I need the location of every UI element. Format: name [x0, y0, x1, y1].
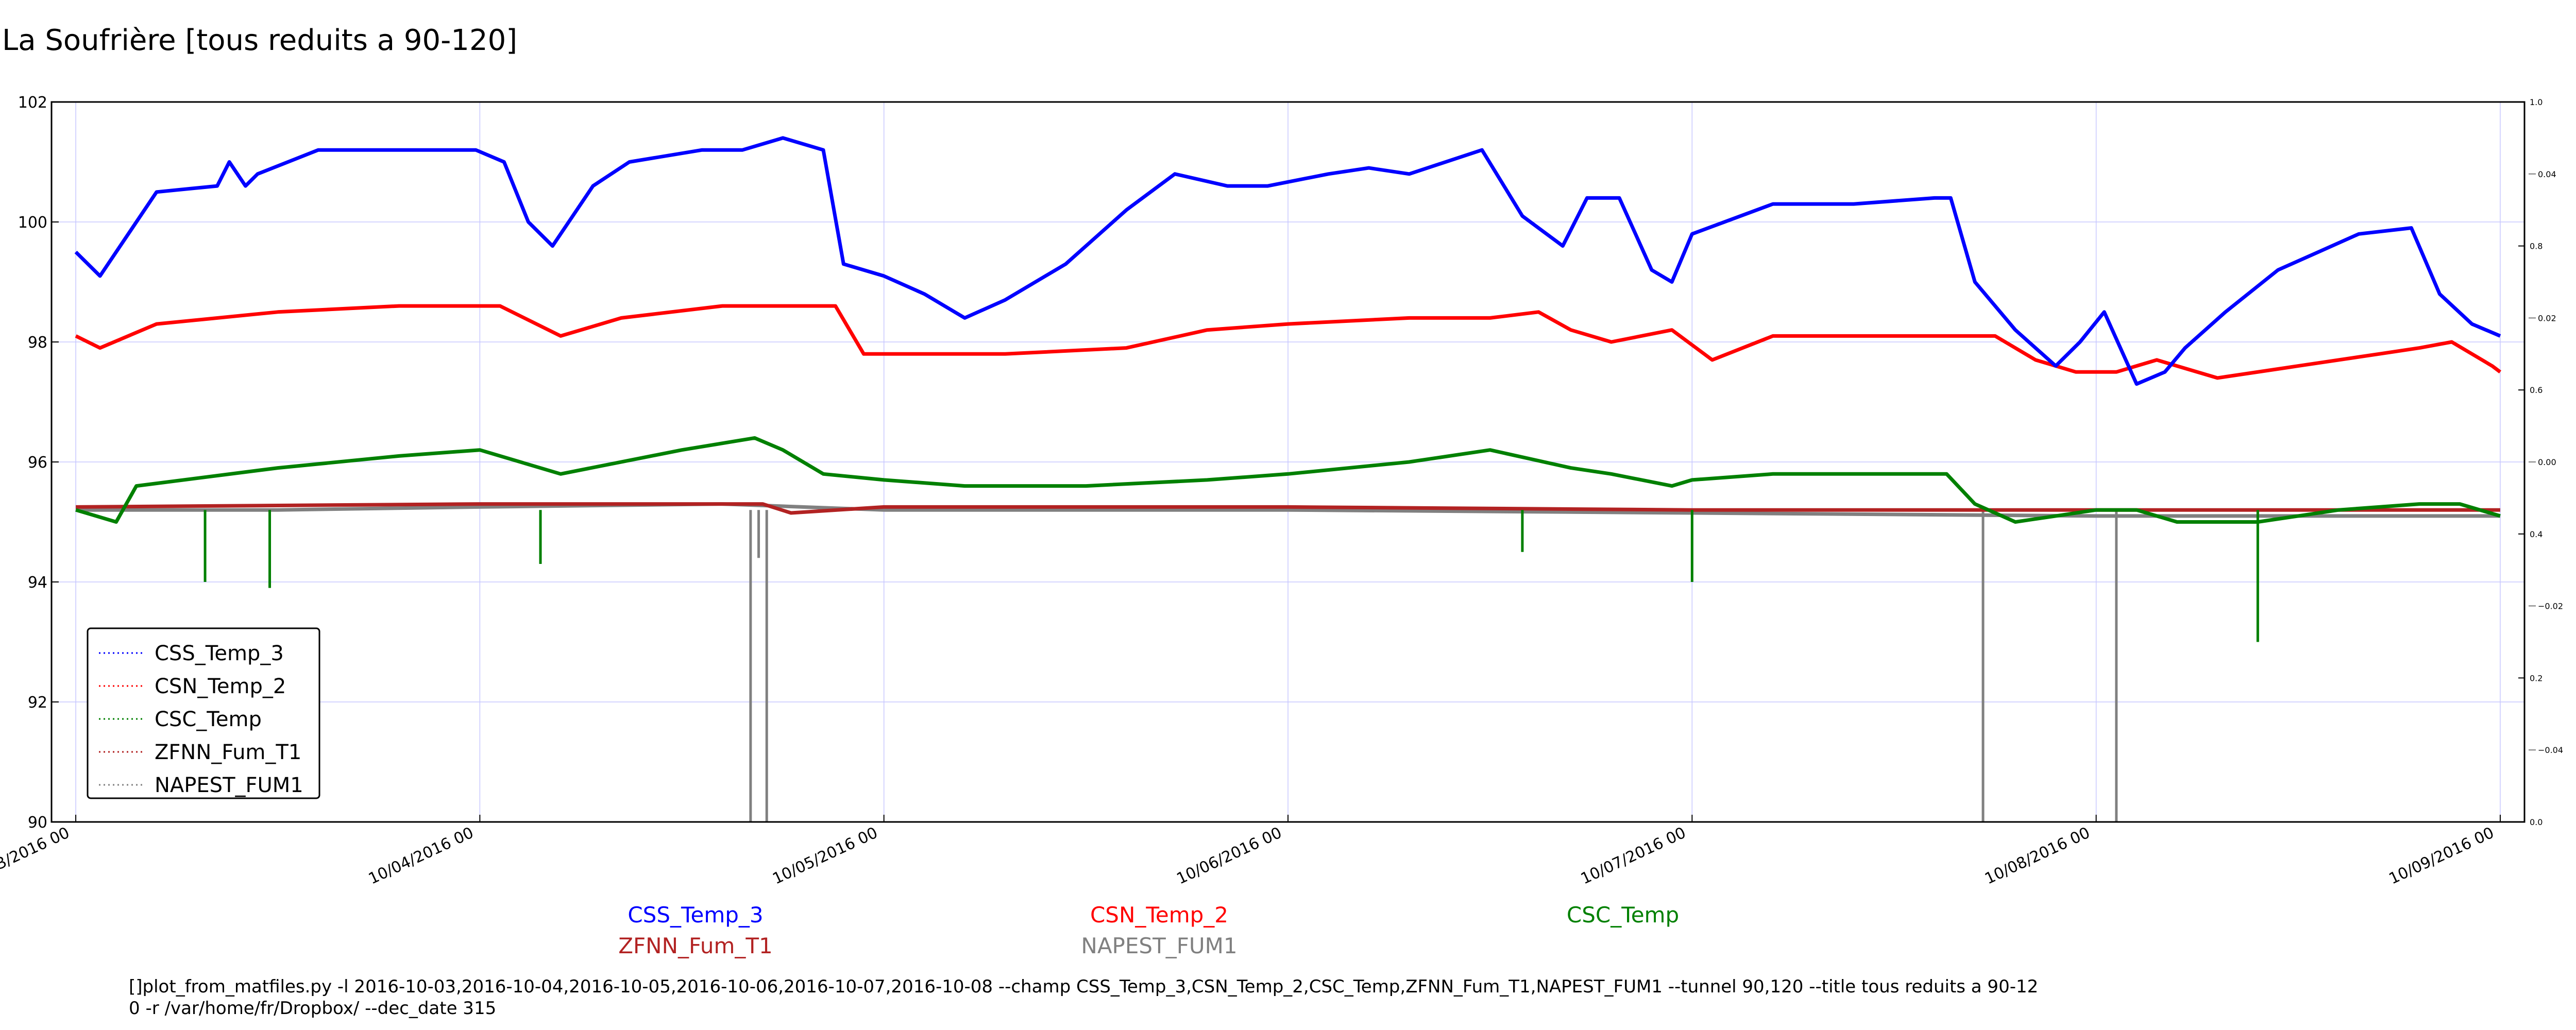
- legend-label: ZFNN_Fum_T1: [155, 741, 301, 764]
- caption-ZFNN_Fum_T1: ZFNN_Fum_T1: [618, 933, 773, 958]
- x-tick-label: 10/06/2016 00: [1174, 824, 1285, 888]
- right-tick-label: 1.0: [2530, 97, 2543, 107]
- x-tick-label: 10/03/2016 00: [0, 824, 72, 888]
- inner-right-tick-label: 0.04: [2538, 169, 2556, 179]
- command-line-1: []plot_from_matfiles.py -l 2016-10-03,20…: [129, 976, 2039, 997]
- command-line: []plot_from_matfiles.py -l 2016-10-03,20…: [129, 976, 2138, 1019]
- x-tick-label: 10/04/2016 00: [366, 824, 477, 888]
- legend-label: CSS_Temp_3: [155, 642, 284, 665]
- y-tick-label: 92: [28, 694, 47, 712]
- y-tick-label: 98: [28, 334, 47, 352]
- x-tick-label: 10/05/2016 00: [770, 824, 880, 888]
- right-tick-label: 0.8: [2530, 242, 2543, 251]
- series-line-ZFNN_Fum_T1: [76, 502, 2500, 515]
- inner-right-tick-label: 0.00: [2538, 457, 2556, 467]
- series-line-CSN_Temp_2: [75, 304, 2501, 380]
- x-tick-label: 10/09/2016 00: [2386, 824, 2497, 888]
- y-tick-label: 102: [18, 94, 47, 112]
- y-tick-label: 90: [28, 814, 47, 832]
- chart-title: La Soufrière [tous reduits a 90-120]: [2, 24, 518, 57]
- y-tick-label: 96: [28, 454, 47, 472]
- y-tick-label: 100: [18, 214, 47, 232]
- y-tick-label: 94: [28, 574, 47, 592]
- caption-CSC_Temp: CSC_Temp: [1566, 902, 1680, 928]
- grid: [52, 101, 2524, 822]
- caption-CSN_Temp_2: CSN_Temp_2: [1090, 902, 1229, 928]
- legend-box: [87, 627, 320, 799]
- y-axis: 90 92 94 96 98 100 102: [18, 94, 59, 832]
- x-tick-label: 10/07/2016 00: [1578, 824, 1689, 888]
- legend-label: NAPEST_FUM1: [155, 774, 303, 797]
- inner-right-tick-label: −0.04: [2538, 745, 2563, 755]
- legend: CSS_Temp_3 CSN_Temp_2 CSC_Temp ZFNN_Fum_T1 N…: [87, 627, 320, 799]
- right-tick-label: 0.0: [2530, 817, 2543, 827]
- x-axis: 10/03/2016 00 10/04/2016 00 10/05/2016 00 1…: [0, 815, 2501, 888]
- right-tick-label: 0.6: [2530, 385, 2543, 395]
- inner-right-tick-label: 0.02: [2538, 313, 2556, 323]
- series-line-NAPEST_FUM1: [76, 502, 2500, 518]
- x-tick-label: 10/08/2016 00: [1982, 824, 2093, 888]
- inner-right-tick-label: −0.02: [2538, 602, 2563, 611]
- legend-label: CSC_Temp: [155, 708, 262, 731]
- legend-label: CSN_Temp_2: [155, 675, 286, 698]
- series-line-CSC_Temp: [75, 436, 2501, 524]
- right-tick-label: 0.4: [2530, 529, 2543, 539]
- caption-NAPEST_FUM1: NAPEST_FUM1: [1081, 933, 1238, 958]
- series-line-CSS_Temp_3: [74, 136, 2501, 386]
- series-layer: [74, 136, 2501, 822]
- right-axis: 0.0 0.2 0.4 0.6 0.8 1.0 −0.04 −0.02 0.00 0.02 0.04: [2518, 97, 2563, 827]
- caption-CSS_Temp_3: CSS_Temp_3: [628, 902, 764, 928]
- command-line-2: 0 -r /var/home/fr/Dropbox/ --dec_date 31…: [129, 998, 497, 1019]
- right-tick-label: 0.2: [2530, 673, 2543, 683]
